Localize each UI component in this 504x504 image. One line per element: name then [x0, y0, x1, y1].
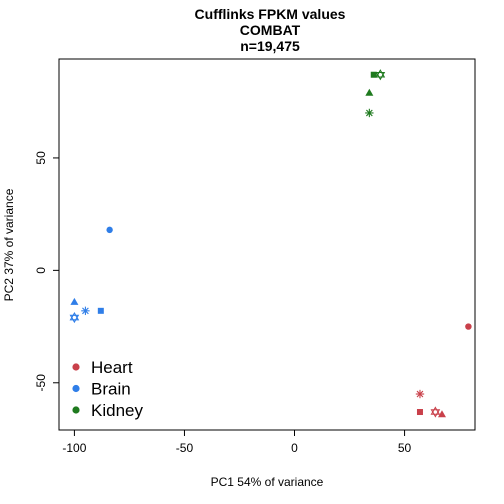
point-heart-square: [416, 409, 423, 416]
legend-swatch-brain: [72, 384, 80, 393]
y-tick-label: 0: [34, 267, 48, 274]
point-kidney-asterisk: [365, 108, 374, 118]
legend-swatch-kidney: [72, 406, 80, 414]
data-points: [69, 69, 472, 418]
y-axis-label: PC2 37% of variance: [2, 188, 16, 301]
point-heart-star-of-david: [430, 406, 441, 418]
y-tick-label: -50: [34, 374, 48, 392]
point-brain-triangle: [70, 297, 79, 305]
x-tick-label: 50: [398, 441, 412, 455]
y-tick-label: 50: [34, 151, 48, 165]
point-heart-circle: [465, 323, 472, 330]
point-kidney-square: [370, 71, 377, 78]
point-brain-star-of-david: [69, 311, 80, 324]
point-kidney-triangle: [365, 88, 374, 96]
legend-label-brain: Brain: [91, 380, 131, 399]
point-brain-asterisk: [81, 306, 90, 316]
x-tick-label: -100: [62, 441, 86, 455]
point-brain-square: [97, 307, 104, 314]
x-tick-label: -50: [176, 441, 194, 455]
legend: Heart Brain Kidney: [72, 358, 143, 420]
point-brain-circle: [106, 226, 113, 234]
point-kidney-star-of-david: [375, 69, 386, 81]
legend-swatch-heart: [72, 363, 80, 371]
chart-title-line-1: Cufflinks FPKM values: [195, 6, 346, 22]
x-tick-label: 0: [291, 441, 298, 455]
y-axis: -50 0 50: [34, 151, 59, 392]
legend-label-heart: Heart: [91, 358, 133, 377]
plot-frame: [58, 58, 476, 431]
chart-title-line-2: COMBAT: [240, 22, 301, 38]
point-heart-asterisk: [415, 389, 425, 399]
legend-label-kidney: Kidney: [91, 401, 143, 420]
x-axis: -100 -50 0 50: [62, 430, 412, 455]
point-heart-triangle: [437, 410, 446, 418]
chart-title-line-3: n=19,475: [240, 38, 300, 54]
x-axis-label: PC1 54% of variance: [211, 475, 324, 489]
